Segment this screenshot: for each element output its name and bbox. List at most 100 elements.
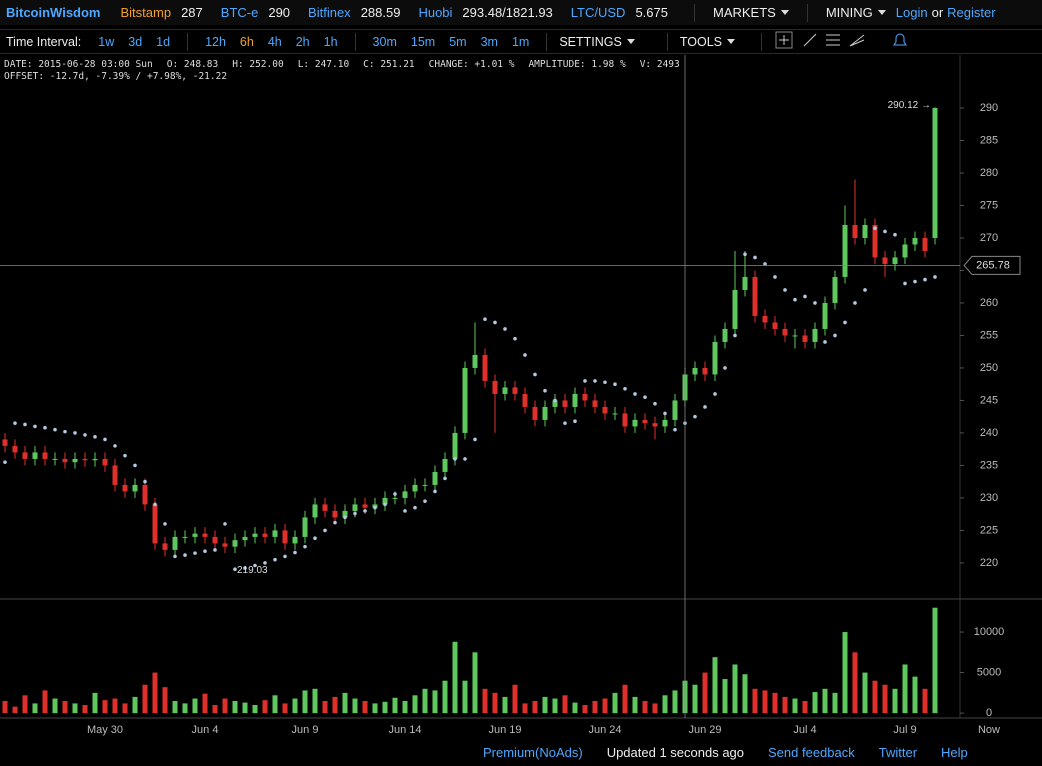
ticker-name[interactable]: Bitstamp	[120, 5, 172, 20]
sar-dot	[853, 301, 857, 305]
mining-menu[interactable]: MINING	[826, 5, 886, 20]
ticker-name[interactable]: Bitfinex	[308, 5, 351, 20]
sar-dot	[143, 479, 147, 484]
y-tick-label: 260	[980, 297, 998, 309]
brand[interactable]: BitcoinWisdom	[6, 5, 101, 20]
sar-dot	[263, 561, 267, 565]
y-tick-label: 235	[980, 459, 998, 471]
sar-dot	[473, 437, 477, 442]
volume-bar	[412, 695, 418, 714]
y-tick-label: 280	[980, 167, 998, 179]
interval-button[interactable]: 2h	[295, 34, 310, 49]
candle-body	[502, 387, 508, 394]
candle-body	[582, 393, 588, 401]
interval-button[interactable]: 1m	[511, 34, 530, 49]
volume-bar	[42, 690, 48, 714]
interval-button[interactable]: 1w	[98, 34, 115, 49]
volume-bar	[512, 684, 518, 714]
candle-body	[912, 237, 918, 245]
x-tick-label: Jun 9	[292, 724, 319, 736]
sar-dot	[863, 288, 867, 292]
candle-body	[302, 517, 308, 537]
interval-button[interactable]: 5m	[449, 34, 467, 49]
ticker-price: 293.48/1821.93	[462, 5, 553, 20]
candle-body	[272, 530, 278, 537]
sar-dot	[113, 444, 117, 448]
volume-bar	[432, 690, 438, 714]
candle-body	[602, 406, 608, 414]
interval-button[interactable]: 4h	[267, 34, 282, 49]
candle-body	[762, 315, 768, 323]
volume-bar	[832, 692, 838, 714]
login-link[interactable]: Login	[895, 5, 928, 20]
ticker-name[interactable]: LTC/USD	[570, 5, 626, 20]
volume-bar	[332, 696, 338, 714]
ticker-name[interactable]: BTC-e	[220, 5, 259, 20]
interval-button[interactable]: 3m	[480, 34, 498, 49]
interval-button[interactable]: 6h	[239, 34, 254, 49]
settings-menu[interactable]: SETTINGS	[559, 35, 635, 49]
interval-button[interactable]: 30m	[372, 34, 397, 49]
sar-dot	[33, 424, 37, 429]
sar-dot	[353, 511, 357, 516]
volume-bar	[872, 680, 878, 714]
footer-link[interactable]: Premium(NoAds)	[483, 745, 583, 760]
volume-bar	[252, 705, 258, 714]
register-link[interactable]: Register	[947, 5, 996, 20]
sar-dot	[83, 433, 87, 437]
ticker-price: 290	[268, 5, 291, 20]
candle-body	[872, 224, 878, 258]
volume-bar	[502, 696, 508, 714]
volume-bar	[622, 684, 628, 714]
sar-dot	[123, 453, 127, 458]
sar-dot	[483, 317, 487, 322]
candle-body	[652, 423, 658, 427]
volume-bar	[202, 693, 208, 714]
volume-bar	[862, 672, 868, 714]
candle-body	[822, 302, 828, 329]
candle-body	[392, 497, 398, 499]
volume-bar	[812, 692, 818, 714]
volume-bar	[562, 695, 568, 714]
candle-body	[562, 400, 568, 407]
candle-body	[812, 328, 818, 342]
interval-button[interactable]: 1d	[156, 34, 171, 49]
volume-bar	[62, 700, 68, 714]
candle-body	[592, 400, 598, 407]
footer-link[interactable]: Send feedback	[768, 745, 855, 760]
interval-button[interactable]: 3d	[128, 34, 143, 49]
interval-button[interactable]: 15m	[410, 34, 436, 49]
sar-dot	[833, 333, 837, 338]
sar-dot	[153, 502, 157, 507]
sar-dot	[183, 553, 187, 557]
volume-bar	[322, 700, 328, 714]
sar-dot	[553, 398, 557, 403]
tools-menu[interactable]: TOOLS	[680, 35, 735, 49]
candle-body	[172, 536, 178, 550]
sar-dot	[103, 437, 107, 442]
interval-button[interactable]: 12h	[205, 34, 226, 49]
footer-link[interactable]: Twitter	[878, 745, 918, 760]
volume-bar	[142, 684, 148, 714]
y-tick-label: 255	[980, 329, 998, 341]
volume-bar	[172, 700, 178, 714]
volume-bar	[902, 664, 908, 714]
candle-body	[862, 224, 868, 238]
tool-icons[interactable]	[774, 31, 914, 49]
candle-body	[112, 465, 118, 485]
volume-bar	[632, 696, 638, 714]
sar-dot	[533, 372, 537, 377]
volume-bar	[652, 703, 658, 714]
volume-bar	[732, 664, 738, 714]
footer-link[interactable]: Help	[941, 745, 968, 760]
candle-body	[552, 400, 558, 407]
candle-body	[312, 504, 318, 518]
sar-dot	[363, 509, 367, 513]
candle-body	[632, 419, 638, 427]
volume-bar	[12, 706, 18, 714]
interval-button[interactable]: 1h	[323, 34, 338, 49]
volume-bar	[132, 696, 138, 714]
ticker-name[interactable]: Huobi	[418, 5, 453, 20]
volume-bar	[582, 705, 588, 714]
markets-menu[interactable]: MARKETS	[713, 5, 789, 20]
